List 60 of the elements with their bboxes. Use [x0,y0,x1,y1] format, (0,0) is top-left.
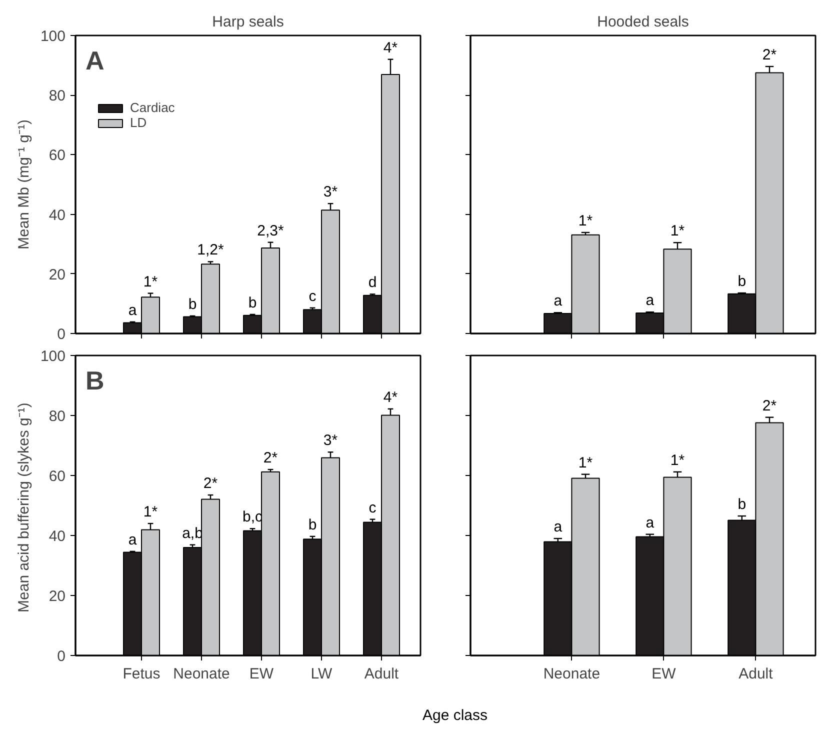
annotation: d [368,274,377,292]
legend-label: LD [130,115,148,130]
annotation: a [128,531,138,548]
annotation: 2* [263,450,278,466]
y-tick-label: 100 [40,348,66,365]
x-tick-label: EW [652,666,677,682]
annotation: B [86,366,104,396]
annotation: 1* [670,452,685,469]
annotation: 1* [143,273,158,290]
y-tick-label: 80 [48,88,66,105]
x-tick-label: Neonate [543,666,600,682]
annotation: c [308,288,317,305]
annotation: a [128,302,138,319]
annotation: 1,2* [197,242,224,259]
annotation: 4* [383,388,398,406]
chart-title: Hooded seals [597,14,689,30]
annotation: 3* [323,184,338,201]
annotation: 1* [670,222,685,240]
y-tick-label: 40 [48,206,66,224]
annotation: A [86,46,104,76]
y-tick-label: 100 [40,28,66,45]
annotation: 2* [762,46,777,64]
x-tick-label: Adult [738,666,774,682]
x-tick-label: Adult [364,666,400,682]
chart-title: Harp seals [212,14,284,30]
annotation: b [308,516,317,534]
annotation: a [646,292,655,310]
annotation: 2,3* [257,222,284,240]
y-tick-label: 80 [48,408,66,425]
annotation: a [554,292,563,310]
annotation: a [554,518,563,536]
annotation: 2* [762,397,777,414]
annotation: 1* [578,454,593,472]
y-tick-label: 40 [48,528,66,545]
x-axis-title: Age class [422,706,488,726]
legend-label: Cardiac [130,100,175,115]
y-tick-label: 0 [57,648,66,665]
annotation: c [368,499,377,516]
annotation: 1* [578,212,593,230]
annotation: 1* [143,504,158,520]
annotation: 2* [203,475,218,492]
y-tick-label: 60 [48,468,66,485]
annotation: b [188,296,197,313]
annotation: 4* [383,39,398,56]
y-axis-title: Mean Mb (mg⁻¹ g⁻¹) [15,119,32,250]
x-tick-label: Neonate [173,666,230,682]
x-tick-label: EW [249,666,274,682]
annotation: a [646,514,655,532]
x-tick-label: Fetus [122,666,160,682]
annotation: 3* [323,432,338,450]
x-tick-label: LW [310,666,334,682]
annotation: b [738,272,746,290]
y-tick-label: 60 [48,147,66,164]
y-axis-title: Mean acid buffering (slykes g⁻¹) [15,402,32,612]
annotation: b,c [242,508,264,526]
y-tick-label: 0 [57,326,66,343]
y-tick-label: 20 [48,266,66,284]
y-tick-label: 20 [48,588,66,605]
annotation: b [738,496,746,513]
annotation: b [248,294,257,312]
